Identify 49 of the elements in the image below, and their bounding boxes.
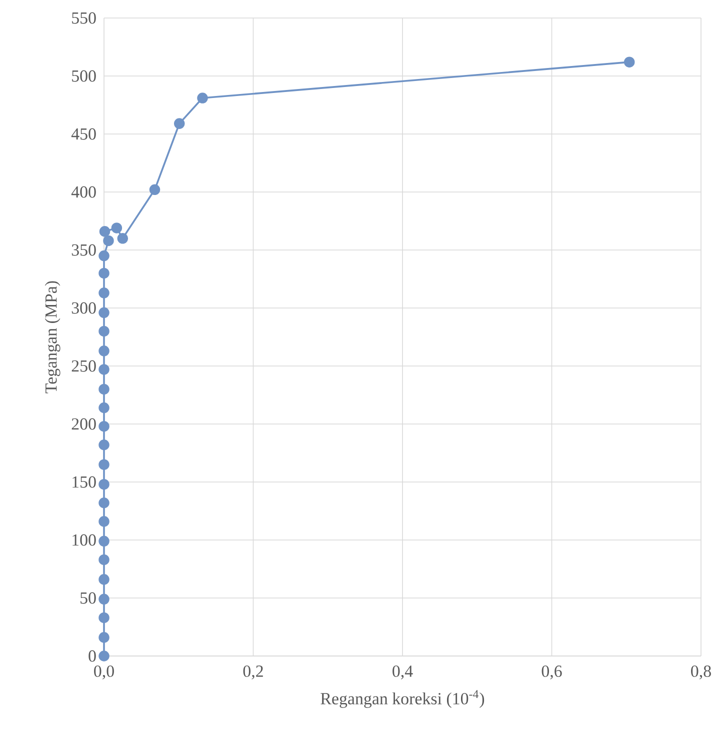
point (99, 226, 110, 237)
point (98, 420, 110, 432)
y-tick-label: 450 (71, 128, 96, 140)
point (98, 594, 110, 605)
y-tick-label: 100 (72, 534, 96, 546)
point (624, 56, 635, 68)
point (98, 250, 110, 262)
y-tick-label: 50 (80, 592, 96, 604)
point (117, 233, 128, 244)
point (111, 222, 122, 234)
point (98, 536, 110, 547)
x-tick-label: 0,4 (392, 665, 413, 680)
point (98, 459, 110, 470)
y-tick-label: 250 (72, 360, 96, 372)
point (98, 497, 110, 508)
x-axis-title: Regangan koreksi (10$^{-4}$) (320, 690, 484, 708)
point (98, 574, 110, 585)
point (98, 346, 110, 356)
point (98, 384, 110, 395)
point (98, 478, 110, 490)
point (98, 268, 110, 279)
y-tick-label: 550 (72, 12, 96, 24)
point (98, 632, 110, 643)
point (98, 364, 110, 375)
y-tick-label: 200 (72, 418, 96, 430)
point (98, 650, 110, 662)
x-tick-label: 0,8 (691, 665, 711, 680)
x-tick-label: 0,6 (542, 665, 562, 680)
point (103, 235, 114, 246)
point (98, 326, 110, 337)
y-tick-label: 400 (71, 186, 96, 198)
y-tick-label: 300 (72, 302, 96, 314)
x-tick-label: 0,2 (243, 665, 263, 680)
point (149, 184, 160, 196)
y-tick-label: 500 (72, 70, 96, 82)
point (98, 612, 110, 624)
y-tick-label: 150 (72, 476, 96, 488)
point (98, 307, 110, 318)
point (197, 92, 208, 104)
y-tick-label: 0 (88, 650, 96, 662)
point (174, 118, 185, 129)
point (98, 554, 110, 566)
y-tick-label: 350 (72, 244, 96, 256)
point (98, 516, 110, 527)
point (98, 439, 110, 450)
y-axis-title: Tegangan (MPa) (44, 281, 60, 394)
point (98, 402, 110, 414)
x-tick-label: 0,0 (94, 665, 114, 680)
point (98, 288, 110, 298)
